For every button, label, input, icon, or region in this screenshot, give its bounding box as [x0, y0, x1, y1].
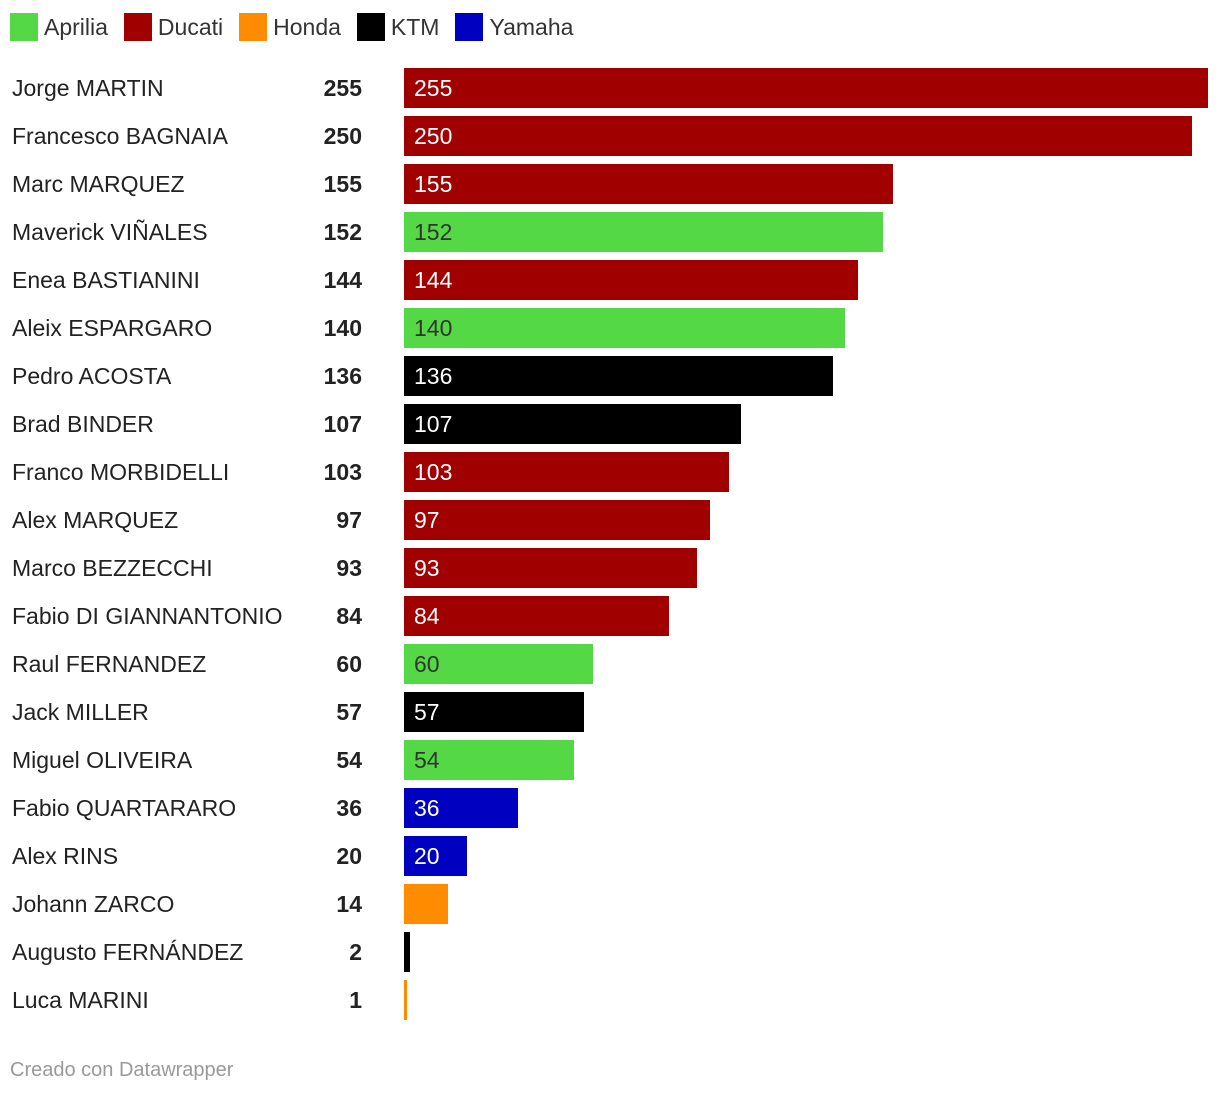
legend-label: Ducati [157, 14, 224, 40]
bar-value-label: 60 [414, 651, 440, 677]
bar [404, 308, 846, 348]
row-label: Fabio QUARTARARO [12, 795, 237, 821]
legend-item: KTM [356, 13, 440, 41]
bar [404, 836, 468, 876]
bar [404, 164, 893, 204]
row-label: Augusto FERNÁNDEZ [12, 939, 244, 965]
row-value: 144 [323, 267, 362, 293]
row-value: 250 [323, 123, 362, 149]
legend-label: Honda [273, 14, 341, 40]
row-value: 14 [336, 891, 362, 917]
row-label: Alex RINS [12, 843, 119, 869]
bar-value-label: 144 [414, 267, 453, 293]
row-value: 20 [336, 843, 362, 869]
bar [404, 548, 698, 588]
bar-chart: Jorge MARTIN 255 255 Francesco BAGNAIA 250 25… [12, 68, 1208, 1020]
legend-item: Aprilia [10, 13, 108, 41]
bar [404, 500, 710, 540]
row-value: 57 [336, 699, 362, 725]
row-label: Franco MORBIDELLI [12, 459, 230, 485]
row-value: 255 [323, 75, 362, 101]
bar [404, 212, 884, 252]
bar-value-label: 97 [414, 507, 440, 533]
bar [404, 116, 1193, 156]
legend-swatch [123, 13, 152, 41]
legend-label: Yamaha [489, 14, 574, 40]
legend-item: Yamaha [455, 13, 573, 41]
bar [404, 644, 594, 684]
bar-value-label: 140 [414, 315, 453, 341]
row-label: Fabio DI GIANNANTONIO [12, 603, 283, 629]
bar [404, 980, 408, 1020]
bar-value-label: 155 [414, 171, 453, 197]
bar [404, 788, 518, 828]
bar-value-label: 54 [414, 747, 440, 773]
row-value: 54 [336, 747, 362, 773]
row-label: Jorge MARTIN [12, 75, 164, 101]
bar [404, 932, 411, 972]
row-value: 2 [349, 939, 362, 965]
row-value: 152 [323, 219, 362, 245]
row-label: Johann ZARCO [12, 891, 175, 917]
bar [404, 260, 859, 300]
bar-value-label: 84 [414, 603, 440, 629]
bar [404, 404, 742, 444]
row-label: Miguel OLIVEIRA [12, 747, 193, 773]
row-label: Luca MARINI [12, 987, 149, 1013]
row-label: Raul FERNANDEZ [12, 651, 207, 677]
bar [404, 68, 1208, 108]
row-value: 136 [323, 363, 362, 389]
row-value: 155 [323, 171, 362, 197]
bar-value-label: 36 [414, 795, 440, 821]
bar [404, 596, 669, 636]
row-label: Maverick VIÑALES [12, 219, 208, 245]
row-value: 97 [336, 507, 362, 533]
bar-value-label: 20 [414, 843, 440, 869]
legend-swatch [455, 13, 484, 41]
row-value: 1 [349, 987, 362, 1013]
row-label: Enea BASTIANINI [12, 267, 200, 293]
bar-value-label: 250 [414, 123, 453, 149]
bar-value-label: 136 [414, 363, 453, 389]
legend-item: Ducati [123, 13, 224, 41]
bar-value-label: 93 [414, 555, 440, 581]
bar [404, 884, 449, 924]
legend-item: Honda [239, 13, 341, 41]
row-value: 93 [336, 555, 362, 581]
row-label: Pedro ACOSTA [12, 363, 172, 389]
row-label: Aleix ESPARGARO [12, 315, 213, 341]
footer-credit: Creado con Datawrapper [10, 1059, 234, 1081]
row-label: Brad BINDER [12, 411, 154, 437]
bar-value-label: 57 [414, 699, 440, 725]
bar-value-label: 103 [414, 459, 453, 485]
row-label: Alex MARQUEZ [12, 507, 179, 533]
row-label: Marc MARQUEZ [12, 171, 185, 197]
row-label: Jack MILLER [12, 699, 149, 725]
row-label: Marco BEZZECCHI [12, 555, 213, 581]
row-value: 84 [336, 603, 362, 629]
legend-swatch [10, 13, 38, 41]
bar-value-label: 255 [414, 75, 453, 101]
row-value: 107 [323, 411, 362, 437]
row-value: 140 [323, 315, 362, 341]
legend-swatch [239, 13, 268, 41]
row-label: Francesco BAGNAIA [12, 123, 229, 149]
row-value: 36 [336, 795, 362, 821]
row-value: 60 [336, 651, 362, 677]
bar-value-label: 152 [414, 219, 453, 245]
bar [404, 452, 729, 492]
bar [404, 740, 575, 780]
bar-value-label: 107 [414, 411, 453, 437]
bar [404, 356, 833, 396]
row-value: 103 [323, 459, 362, 485]
legend-label: Aprilia [44, 14, 108, 40]
bar [404, 692, 584, 732]
chart-legend: Aprilia Ducati Honda KTM Yamaha [10, 11, 589, 43]
legend-swatch [356, 13, 385, 41]
legend-label: KTM [390, 14, 440, 40]
